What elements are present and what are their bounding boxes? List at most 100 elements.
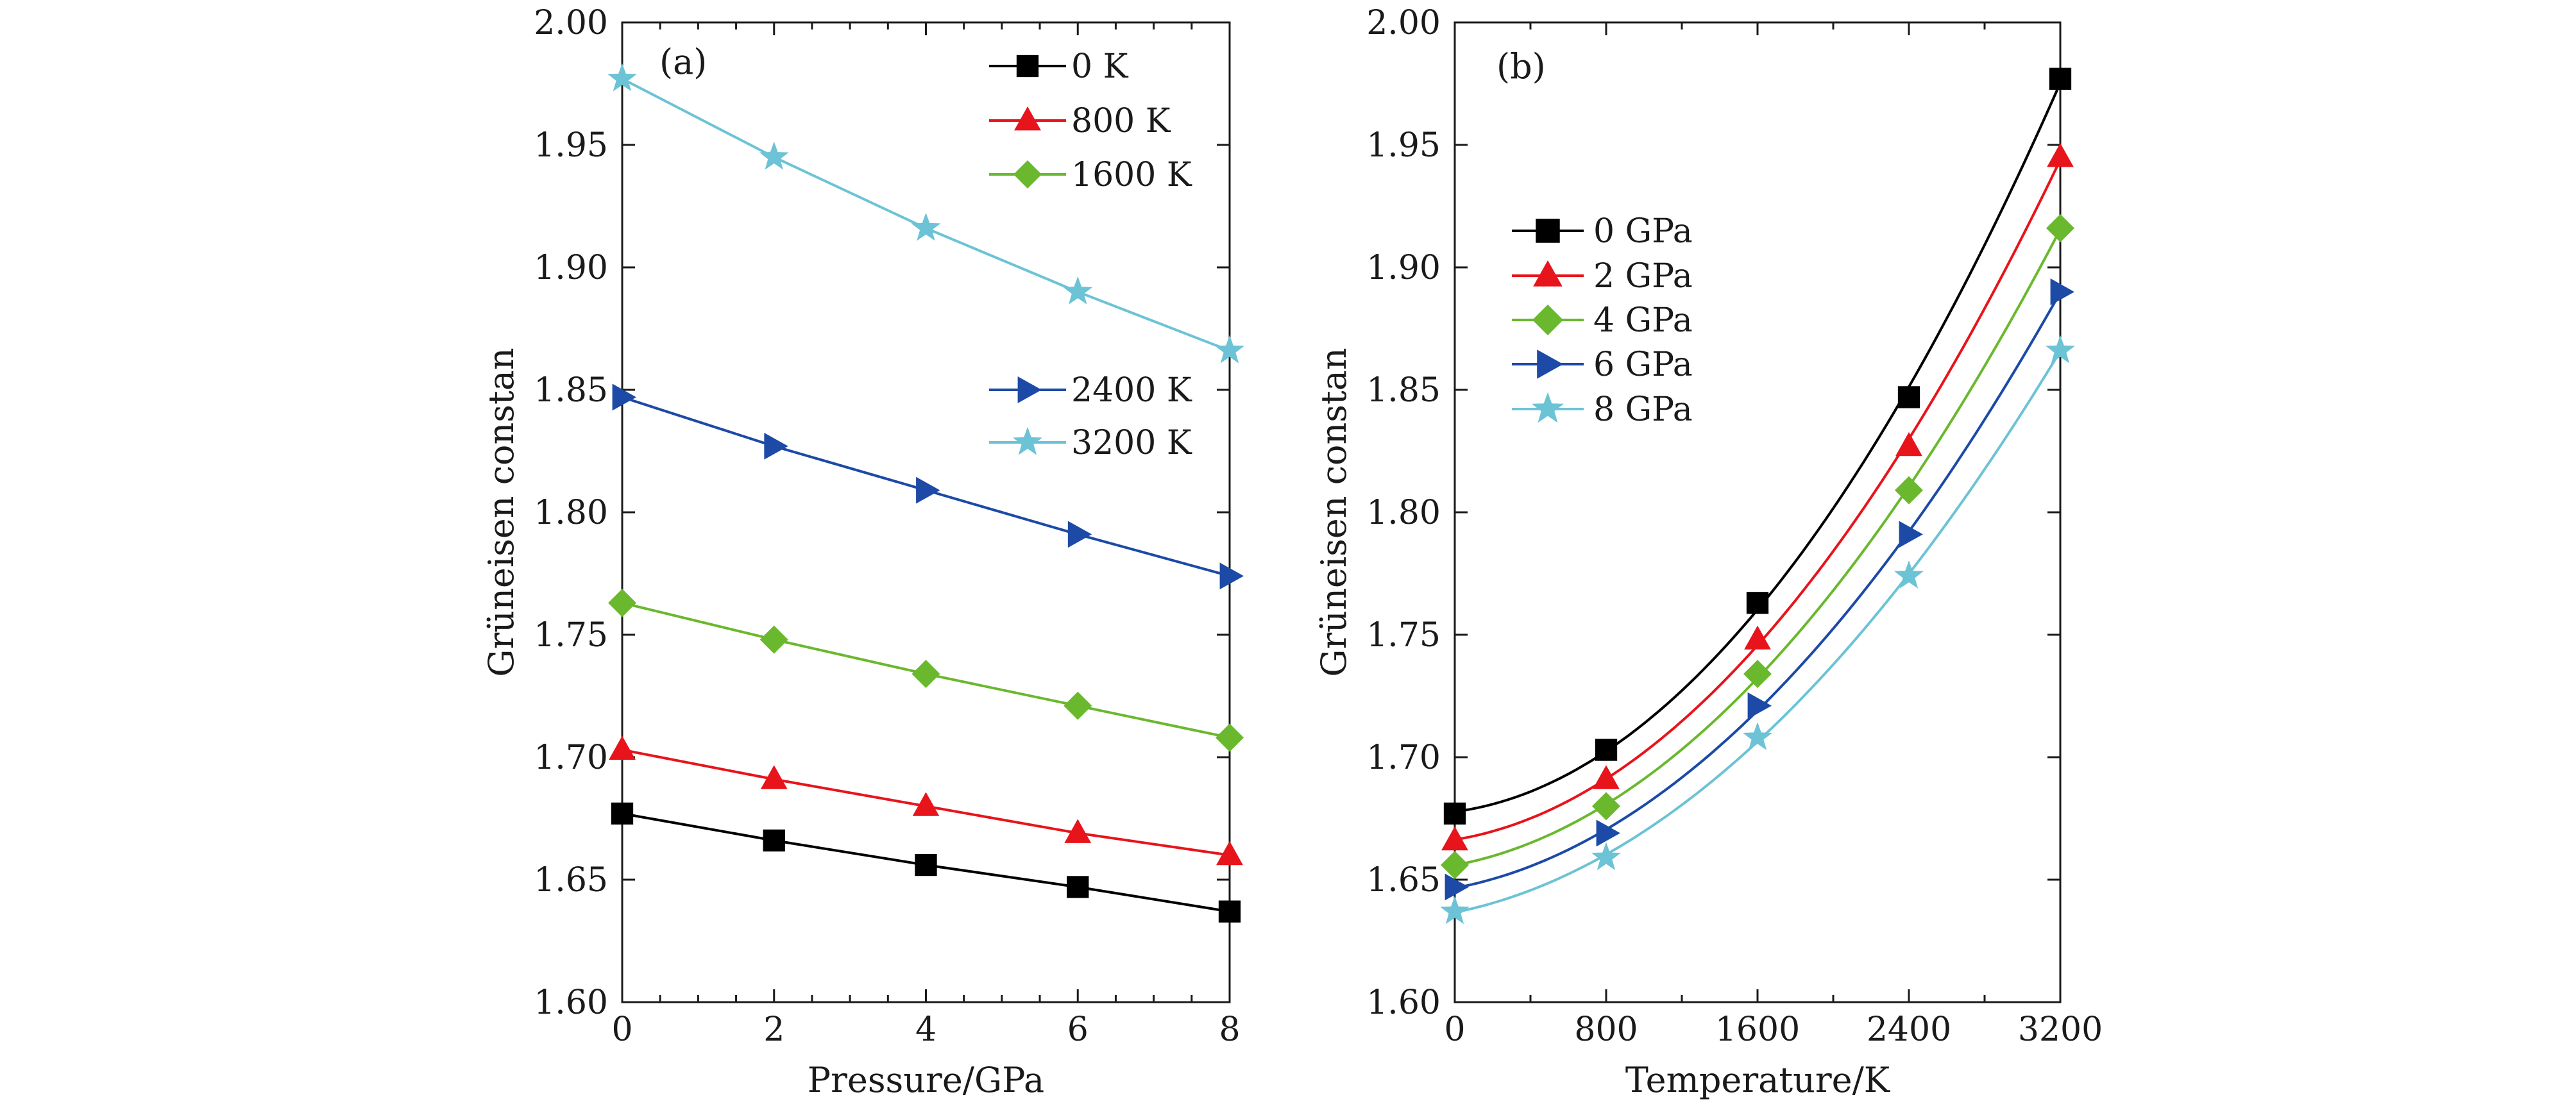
y-tick-label: 1.85 [534,371,608,410]
series-3-point [612,383,636,411]
series-4-point [911,212,941,241]
series-3-point [1219,562,1244,590]
x-tick-label: 2400 [1867,1010,1951,1049]
series-1-point [1064,819,1092,843]
series-3-point [1445,873,1469,901]
legend-entry-1: 2 GPa [1512,257,1693,296]
legend-entry-2: 1600 K [989,156,1192,194]
series-1-point [1216,841,1243,866]
series-2-point [2046,214,2074,242]
x-axis-title: Temperature/K [1625,1060,1891,1100]
series-2-point [1441,851,1469,880]
series-3-point [764,432,788,460]
y-tick-label: 1.90 [1366,249,1441,287]
series-0-point [1067,876,1089,898]
x-tick-label: 6 [1067,1010,1089,1049]
series-4-point [2046,335,2075,364]
series-2-point [1743,660,1772,689]
legend-marker [1016,54,1039,78]
series-4-point [1063,276,1093,305]
series-0-point [1443,802,1466,825]
legend-entry-0: 0 GPa [1512,212,1693,251]
legend-label: 1600 K [1071,156,1192,194]
legend-marker [1536,219,1560,243]
series-1-point [1744,625,1771,650]
series-0 [1443,67,2072,825]
series-0-point [2049,67,2072,90]
series-1-point [609,735,636,760]
legend-entry-4: 8 GPa [1512,390,1693,429]
series-4 [1440,335,2075,925]
series-0-point [1595,739,1618,761]
series-3-line [1454,292,2062,890]
series-0-point [763,829,785,852]
series-1-point [1441,826,1468,851]
y-tick-label: 1.60 [534,984,608,1022]
series-4-point [607,63,637,92]
series-1-point [760,765,788,789]
series-1 [1441,143,2074,851]
y-tick-label: 1.90 [534,249,608,287]
x-tick-label: 800 [1574,1010,1638,1049]
y-tick-label: 1.80 [1366,494,1441,532]
y-tick-label: 2.00 [534,4,608,42]
y-tick-label: 1.75 [534,616,608,655]
series-4-point [1591,842,1621,871]
legend-label: 2400 K [1071,371,1192,410]
series-1-point [1593,765,1620,789]
y-tick-label: 1.65 [534,861,608,900]
legend-label: 0 GPa [1593,212,1693,251]
y-tick-label: 1.70 [534,739,608,777]
y-tick-label: 1.65 [1366,861,1441,900]
series-2-point [911,660,940,689]
legend-label: 0 K [1071,47,1129,86]
x-tick-label: 3200 [2018,1010,2103,1049]
series-2-point [1592,792,1620,821]
legend-entry-3: 2400 K [989,371,1192,410]
y-tick-label: 1.75 [1366,616,1441,655]
series-1-point [1895,432,1922,457]
series-1-point [2047,143,2074,167]
y-tick-label: 1.70 [1366,739,1441,777]
legend-marker [1013,160,1042,189]
legend-entry-0: 0 K [989,47,1129,86]
series-2-point [759,625,788,654]
series-0-point [1746,592,1769,614]
series-1 [609,735,1243,866]
y-tick-label: 1.60 [1366,984,1441,1022]
series-3-point [1899,521,1923,548]
y-tick-label: 2.00 [1366,4,1441,42]
series-4-point [1440,896,1470,925]
series-2-point [1063,691,1092,720]
series-0-point [611,802,634,825]
series-0 [611,802,1241,923]
legend-label: 2 GPa [1593,257,1693,296]
legend-entry-3: 6 GPa [1512,346,1693,384]
plot-frame [1453,21,2062,1003]
chart-panel-b: 0 800 1600 2400 3200 1.60 1.65 1.70 1.75 1.80 1.85… [1314,4,2103,1100]
x-tick-label: 1600 [1715,1010,1800,1049]
legend-marker [1017,376,1042,403]
series-3-point [916,476,940,504]
legend-marker [1537,349,1563,379]
series-4-point [1215,335,1244,364]
series-2 [608,589,1244,752]
legend-label: 3200 K [1071,424,1192,462]
legend-marker [1532,305,1563,335]
series-0-point [915,853,937,876]
x-tick-label: 0 [611,1010,632,1049]
series-3-point [1596,819,1620,847]
legend-label: 6 GPa [1593,346,1693,384]
series-0-point [1897,386,1920,408]
series-2-point [1895,476,1923,505]
x-tick-label: 4 [915,1010,936,1049]
series-2 [1441,214,2074,880]
legend-marker [1531,392,1564,423]
legend-marker [1533,260,1563,287]
legend-label: 8 GPa [1593,390,1693,429]
legend-entry-2: 4 GPa [1512,301,1693,340]
series-3-point [2050,278,2074,306]
y-tick-label: 1.95 [534,126,608,165]
y-axis-title: Grüneisen constan [481,348,521,676]
